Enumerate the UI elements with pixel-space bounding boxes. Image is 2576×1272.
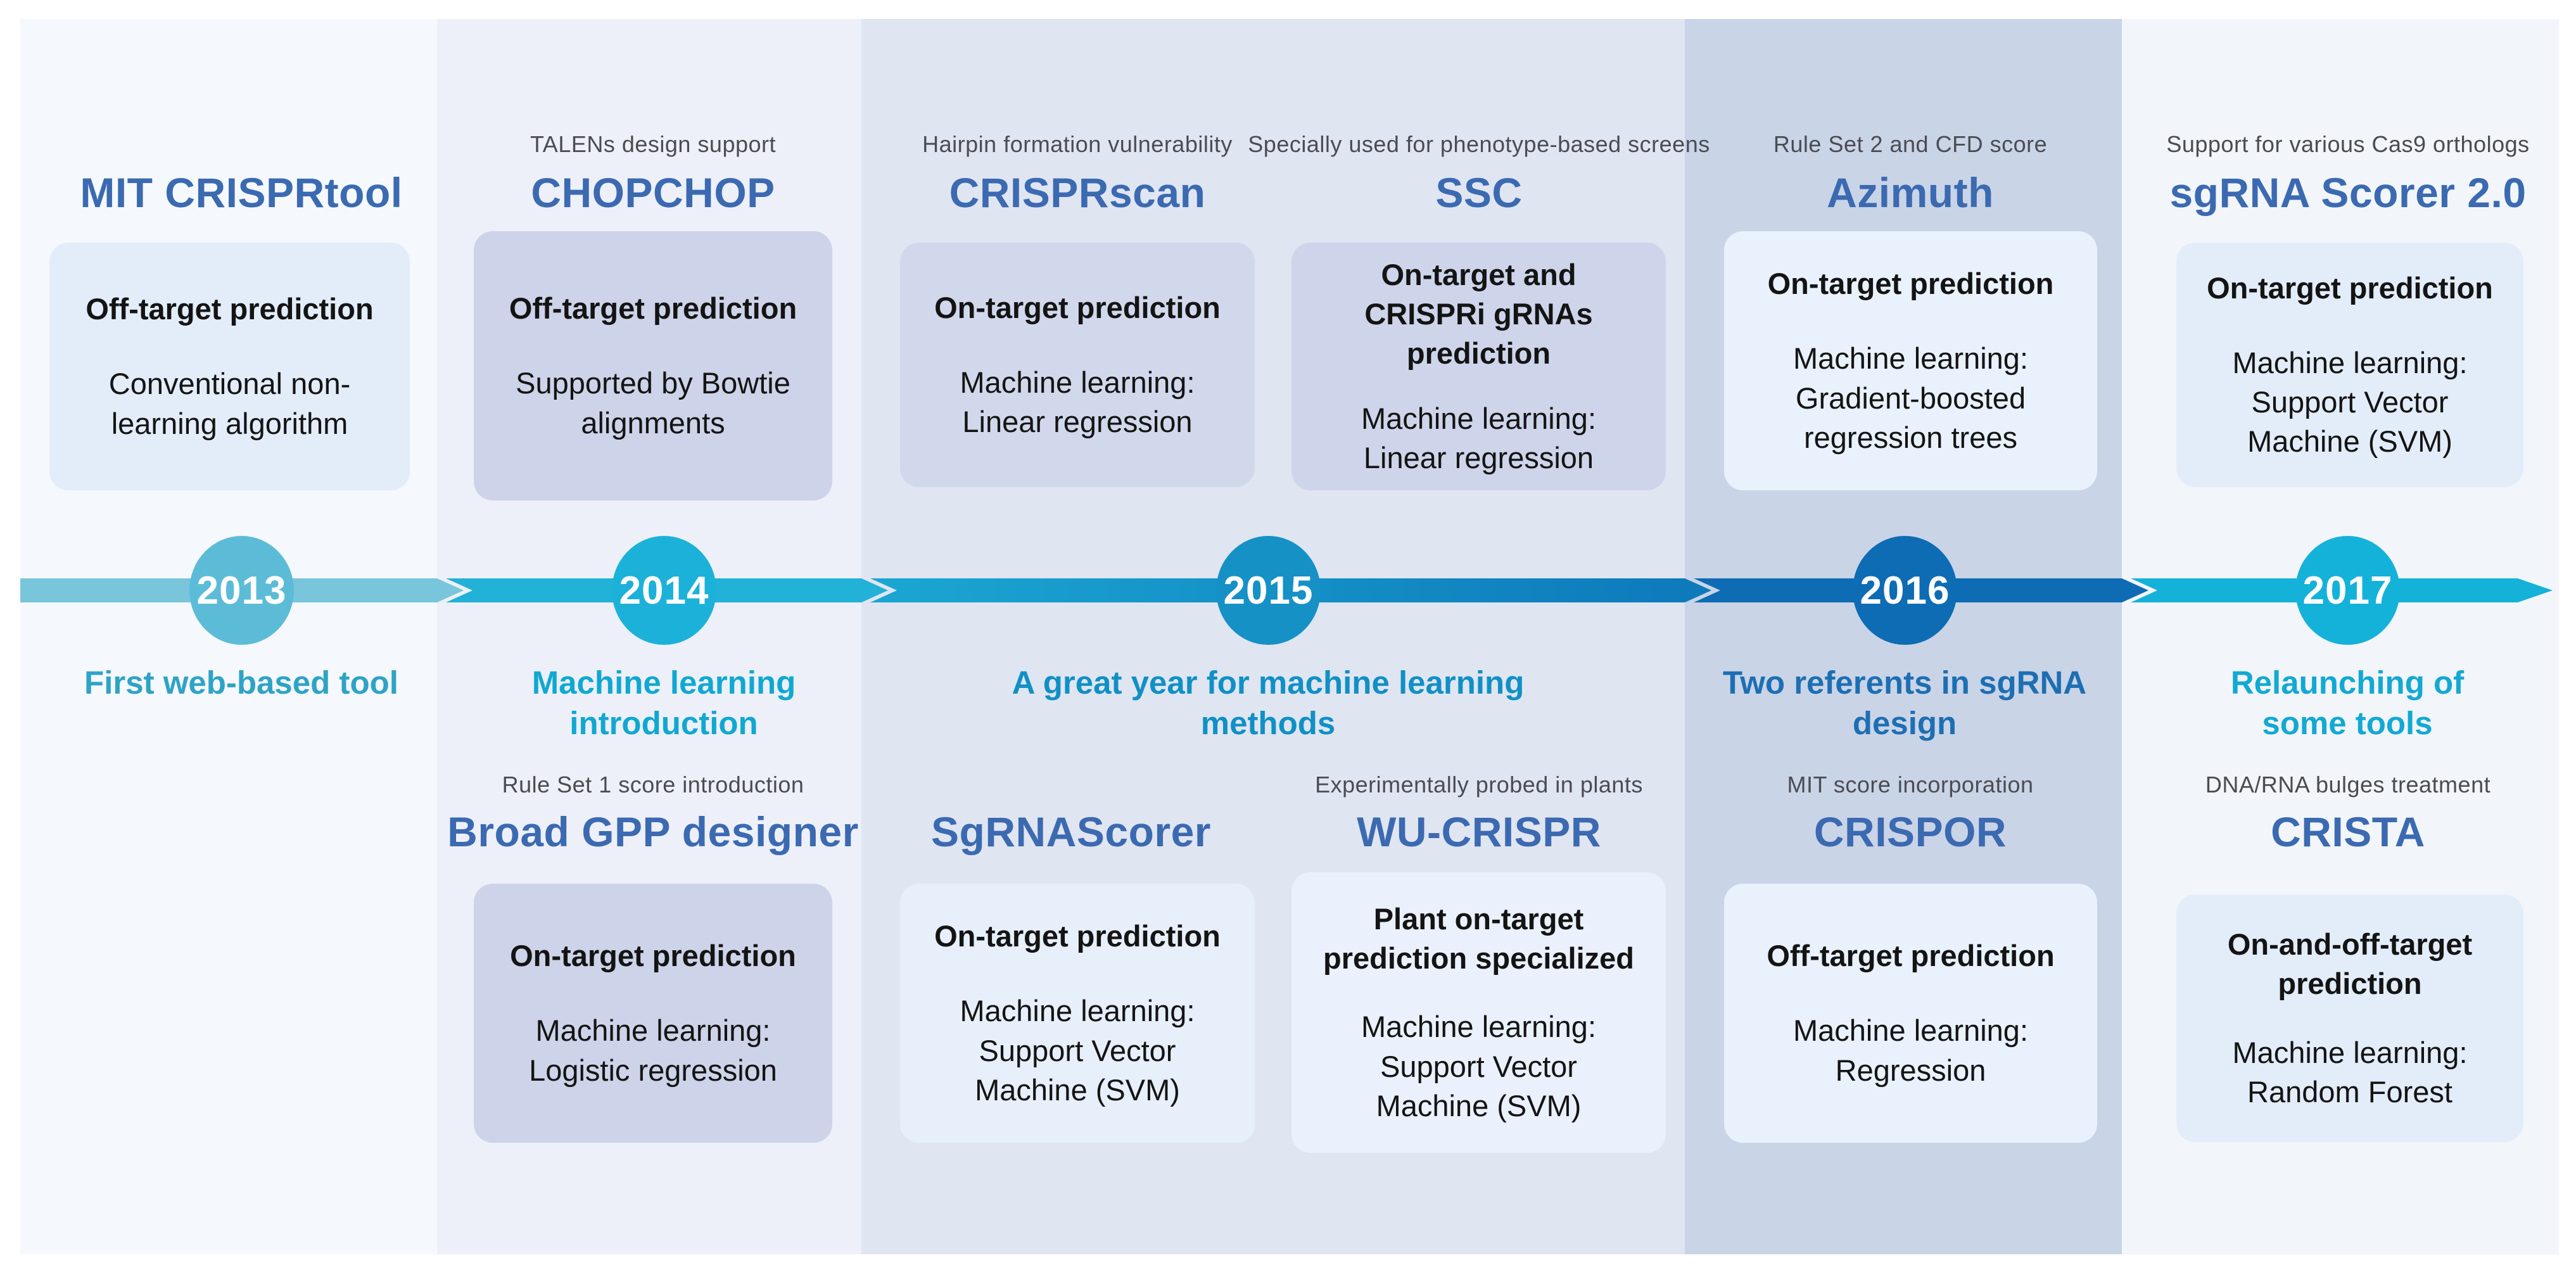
- tool-card-crista: On-and-off-target prediction Machine lea…: [2176, 894, 2523, 1142]
- card-heading: On-target prediction: [2207, 270, 2493, 305]
- tool-title-wu-crispr: WU-CRISPR: [1357, 808, 1601, 855]
- tool-caption-crista: DNA/RNA bulges treatment: [2205, 772, 2491, 798]
- tool-caption-azimuth: Rule Set 2 and CFD score: [1773, 131, 2048, 157]
- tool-card-azimuth: On-target prediction Machine learning: G…: [1724, 231, 2097, 490]
- tool-card-ssc: On-target and CRISPRi gRNAs prediction M…: [1291, 243, 1666, 490]
- tool-caption-crispor: MIT score incorporation: [1787, 772, 2034, 798]
- tool-card-crisprscan: On-target prediction Machine learning: L…: [900, 243, 1255, 487]
- card-heading: Plant on-target prediction specialized: [1323, 902, 1635, 976]
- timeline-caption-2015: A great year for machine learning method…: [1012, 665, 1525, 741]
- tool-title-sgrna-scorer-2: sgRNA Scorer 2.0: [2169, 169, 2527, 216]
- card-heading: On-target prediction: [510, 939, 796, 973]
- card-body: Conventional non- learning algorithm: [108, 367, 351, 440]
- tool-card-sgrna-scorer-2: On-target prediction Machine learning: S…: [2176, 243, 2523, 487]
- tool-caption-crisprscan: Hairpin formation vulnerability: [922, 131, 1233, 157]
- year-marker-2015: 2015: [1216, 536, 1321, 645]
- card-heading: On-target prediction: [934, 290, 1221, 324]
- card-body: Supported by Bowtie alignments: [516, 366, 790, 440]
- tool-title-ssc: SSC: [1435, 169, 1523, 216]
- card-body: Machine learning: Support Vector Machine…: [1361, 1010, 1596, 1123]
- tool-card-broad-gpp: On-target prediction Machine learning: L…: [474, 884, 832, 1143]
- timeline-caption-2014: Machine learning introduction: [531, 665, 796, 741]
- timeline-caption-2013: First web-based tool: [84, 665, 398, 701]
- card-body: Machine learning: Regression: [1793, 1014, 2028, 1087]
- card-body: Machine learning: Gradient-boosted regre…: [1793, 341, 2028, 454]
- tool-caption-chopchop: TALENs design support: [530, 131, 777, 157]
- tool-card-wu-crispr: Plant on-target prediction specialized M…: [1291, 872, 1666, 1153]
- card-heading: Off-target prediction: [509, 291, 797, 326]
- card-body: Machine learning: Random Forest: [2232, 1035, 2468, 1109]
- year-marker-2014: 2014: [612, 536, 716, 645]
- timeline-caption-2017: Relaunching of some tools: [2230, 665, 2465, 741]
- tool-title-broad-gpp: Broad GPP designer: [447, 808, 859, 855]
- tool-title-sgrnascorer: SgRNAScorer: [931, 808, 1211, 855]
- card-heading: Off-target prediction: [1767, 939, 2055, 973]
- tool-title-crista: CRISTA: [2271, 808, 2425, 855]
- year-label: 2013: [196, 568, 287, 613]
- card-body: Machine learning: Logistic regression: [529, 1014, 777, 1087]
- tool-title-azimuth: Azimuth: [1827, 169, 1994, 216]
- year-label: 2016: [1860, 568, 1950, 613]
- tool-title-chopchop: CHOPCHOP: [531, 169, 775, 216]
- tool-title-crisprscan: CRISPRscan: [949, 169, 1206, 216]
- card-body: Machine learning: Support Vector Machine…: [960, 994, 1195, 1107]
- tool-title-crispor: CRISPOR: [1813, 808, 2007, 855]
- card-heading: On-target prediction: [934, 919, 1221, 953]
- year-marker-2016: 2016: [1853, 536, 1957, 645]
- card-heading: On-target prediction: [1767, 267, 2054, 301]
- tool-caption-sgrna-scorer-2: Support for various Cas9 orthologs: [2166, 131, 2530, 157]
- year-label: 2017: [2302, 568, 2393, 613]
- card-body: Machine learning: Linear regression: [960, 365, 1195, 439]
- tool-caption-ssc: Specially used for phenotype-based scree…: [1248, 131, 1710, 157]
- tool-card-mit-crisprtool: Off-target prediction Conventional non- …: [49, 243, 410, 490]
- card-heading: On-target and CRISPRi gRNAs prediction: [1364, 258, 1593, 371]
- tool-caption-broad-gpp: Rule Set 1 score introduction: [502, 772, 804, 798]
- year-label: 2014: [619, 568, 709, 613]
- card-body: Machine learning: Linear regression: [1361, 401, 1596, 474]
- tool-card-crispor: Off-target prediction Machine learning: …: [1724, 884, 2097, 1143]
- tool-caption-wu-crispr: Experimentally probed in plants: [1315, 772, 1643, 798]
- tool-card-chopchop: Off-target prediction Supported by Bowti…: [474, 231, 832, 500]
- tool-card-sgrnascorer: On-target prediction Machine learning: S…: [900, 884, 1255, 1143]
- tool-title-mit-crisprtool: MIT CRISPRtool: [80, 169, 403, 216]
- card-heading: Off-target prediction: [86, 292, 374, 326]
- year-marker-2013: 2013: [189, 536, 294, 645]
- card-body: Machine learning: Support Vector Machine…: [2232, 345, 2468, 459]
- year-marker-2017: 2017: [2295, 536, 2400, 645]
- year-label: 2015: [1223, 568, 1314, 613]
- timeline-caption-2016: Two referents in sgRNA design: [1722, 665, 2087, 741]
- card-heading: On-and-off-target prediction: [2227, 927, 2473, 1001]
